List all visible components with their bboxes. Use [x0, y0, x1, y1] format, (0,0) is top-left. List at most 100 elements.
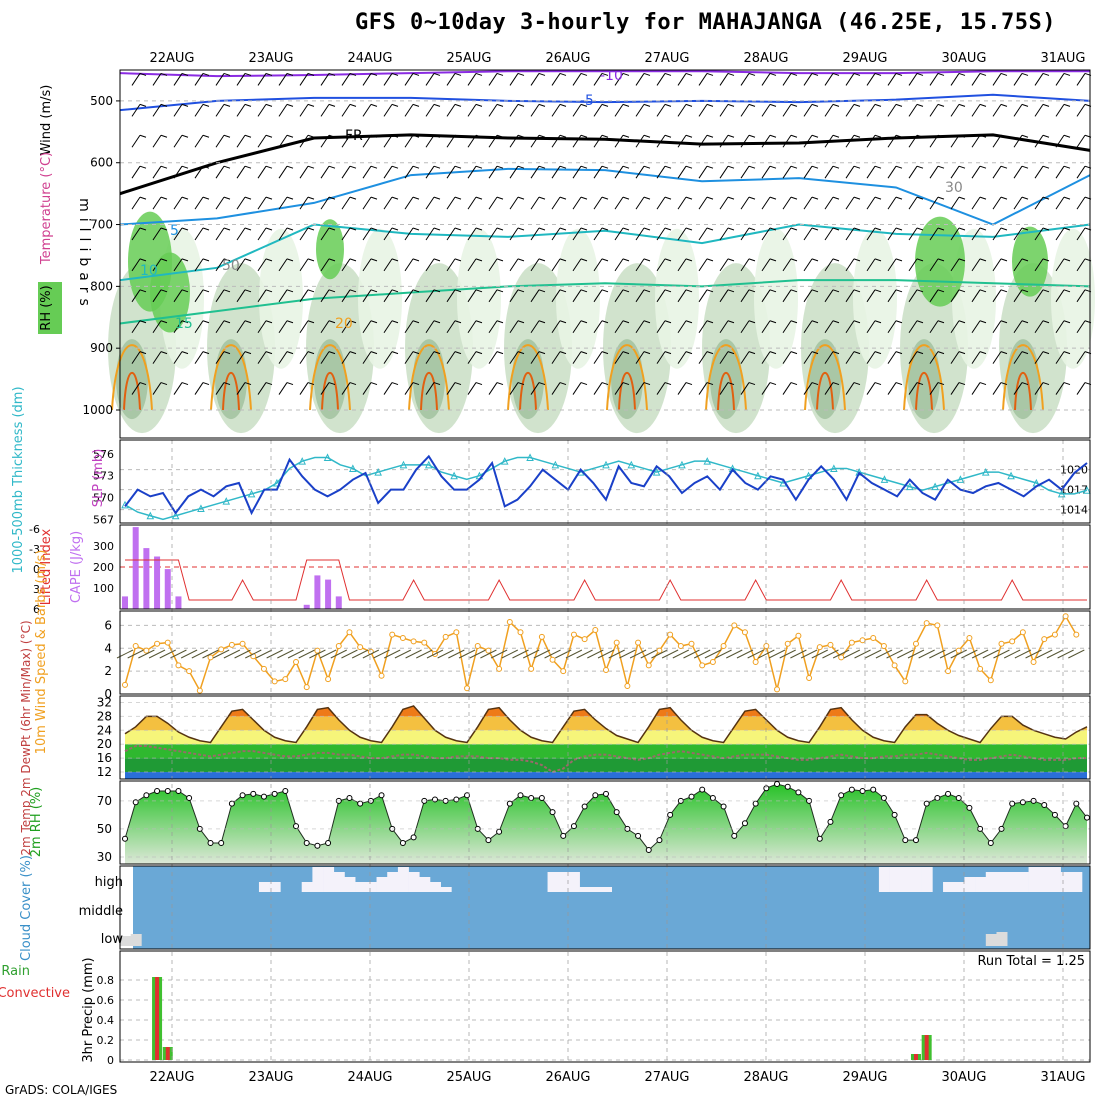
rh-marker [581, 803, 588, 810]
rh-marker [186, 795, 193, 802]
cloud-high-bar [996, 872, 1008, 892]
wind-barb [362, 134, 378, 148]
wind-speed-marker [955, 647, 962, 654]
wind-barb [677, 258, 693, 272]
rh-marker [410, 834, 417, 841]
li-ylabel: Lifted Index [39, 528, 54, 605]
wind-barb [551, 134, 567, 148]
wind-barb [236, 165, 252, 179]
wind-barb [236, 351, 252, 364]
wind-barb [971, 320, 987, 334]
wind-barb [593, 72, 609, 86]
rh-marker [848, 786, 855, 793]
date-label-top: 26AUG [545, 51, 590, 66]
wind-barb [320, 196, 336, 210]
date-label-bottom: 29AUG [842, 1070, 887, 1085]
wind-barb [803, 72, 819, 86]
isotherm-label: 5 [170, 223, 179, 239]
wind-barb [740, 320, 756, 334]
wind-barb [971, 258, 987, 272]
li-tick-label: 3 [33, 583, 40, 596]
wind-barb [152, 382, 168, 395]
wind-barb-10m [715, 649, 732, 659]
rh-ylabel: 2m RH (%) [29, 787, 44, 858]
wind-barb [593, 382, 609, 395]
wind-barb [761, 72, 777, 86]
wind-barb [992, 165, 1008, 179]
wind-barb [425, 196, 441, 210]
wind-barb-10m [843, 649, 861, 659]
wind-barb-10m [255, 649, 273, 659]
rh-marker [346, 795, 353, 802]
wind-barb-10m [245, 649, 262, 659]
rh-marker [485, 837, 492, 844]
wind-barb [173, 258, 189, 272]
wind-barb [425, 103, 441, 117]
wind-barb [215, 289, 231, 303]
wind-barb [992, 320, 1008, 334]
wind-barb-10m [1014, 649, 1032, 659]
rh-marker [699, 786, 706, 793]
wind-barb [551, 103, 567, 117]
wind-barb [257, 382, 273, 395]
wind-barb [194, 258, 210, 272]
cloud-high-bar [889, 867, 901, 892]
wind-barb [425, 258, 441, 272]
thickness-marker [374, 467, 382, 476]
wind-barb [341, 196, 357, 210]
wind-barb [1055, 382, 1071, 395]
wind-speed-marker [228, 641, 235, 648]
wind-barb [320, 103, 336, 117]
wind-barb [509, 227, 525, 241]
wind-barb [215, 72, 231, 86]
wind-barb [761, 320, 777, 334]
wind-barb [866, 382, 882, 395]
temp-band [125, 772, 1087, 779]
cloud-high-bar [312, 867, 324, 892]
wind-barb [341, 382, 357, 395]
wind-barb [887, 382, 903, 395]
wind-speed-marker [1009, 638, 1016, 645]
wind-barb [320, 289, 336, 303]
wind-barb-10m [490, 649, 508, 659]
cloud-level-label: middle [79, 904, 123, 919]
wind-speed-marker [731, 622, 738, 629]
rh-marker [314, 842, 321, 849]
wind-barb [572, 134, 588, 148]
isotherm-25-arc [816, 372, 834, 411]
wind-barb [761, 258, 777, 272]
wind-barb [971, 382, 987, 395]
wind-barb [404, 382, 420, 395]
wind-barb-10m [939, 649, 957, 659]
wind-barb-10m [319, 649, 337, 659]
wind-barb [971, 351, 987, 364]
isotherm-20-arc [111, 344, 153, 411]
isotherm-25-arc [1014, 372, 1032, 411]
wind-barb [299, 382, 315, 395]
isotherm-line [119, 133, 1091, 196]
wind-barb [950, 227, 966, 241]
wind-barb [677, 289, 693, 303]
temp-ylabel: 2m Temp 2m DewPt (6hr Min/Max) (°C) [19, 620, 33, 855]
wind-speed-marker [410, 638, 417, 645]
li-tick-label: 0 [33, 563, 40, 576]
precip-panel [119, 950, 1091, 1063]
rh-marker [357, 800, 364, 807]
wind-barb [215, 382, 231, 395]
rh-marker [207, 839, 214, 846]
temp-tick-label: 28 [97, 709, 112, 723]
wind-barb [488, 258, 504, 272]
wind-barb [824, 289, 840, 303]
wind-barb [698, 258, 714, 272]
wind-barb [887, 165, 903, 179]
wind-barb [698, 289, 714, 303]
wind-barb [950, 134, 966, 148]
wind-barb [971, 72, 987, 86]
wind-barb [866, 320, 882, 334]
wind-speed-marker [442, 633, 449, 640]
wind-barb [593, 103, 609, 117]
isotherm-label: 20 [335, 316, 353, 332]
wind-barb-10m [416, 649, 433, 659]
thickness-marker [298, 457, 307, 465]
wind-speed-marker [271, 678, 278, 685]
